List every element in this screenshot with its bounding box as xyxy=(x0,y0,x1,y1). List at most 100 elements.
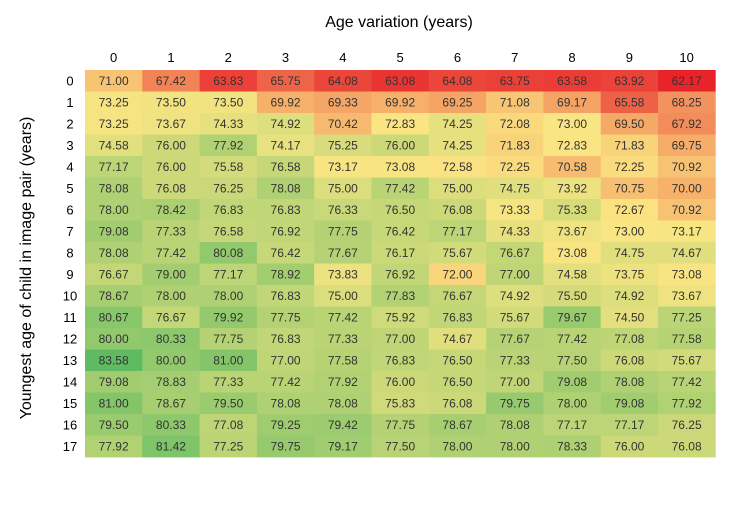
heatmap-cell xyxy=(85,349,143,372)
heatmap-cell-label: 80.33 xyxy=(156,418,186,432)
heatmap-cell xyxy=(199,70,258,92)
heatmap-cell-label: 76.83 xyxy=(213,203,243,217)
heatmap-cell-label: 69.75 xyxy=(672,138,702,152)
heatmap-cell-label: 79.17 xyxy=(328,439,358,453)
y-tick-label: 5 xyxy=(66,181,73,196)
heatmap-cell xyxy=(658,199,716,221)
heatmap-cell xyxy=(543,349,602,372)
heatmap-cell-label: 75.00 xyxy=(328,289,358,303)
heatmap-cell-label: 77.42 xyxy=(328,310,358,324)
heatmap-cell-label: 76.92 xyxy=(385,267,415,281)
heatmap-cell xyxy=(85,392,143,415)
heatmap-cell xyxy=(486,392,544,415)
heatmap-cell xyxy=(543,220,602,243)
x-tick-label: 6 xyxy=(454,50,461,65)
heatmap-cell xyxy=(428,306,487,329)
heatmap-cell xyxy=(199,371,258,393)
heatmap-cell-label: 81.42 xyxy=(156,439,186,453)
heatmap-cell-label: 76.67 xyxy=(442,289,472,303)
heatmap-cell-label: 78.08 xyxy=(328,396,358,410)
heatmap-cell xyxy=(658,328,716,350)
heatmap-cell-label: 77.00 xyxy=(500,267,530,281)
heatmap-cell xyxy=(600,306,659,329)
heatmap-cell xyxy=(256,285,315,307)
y-tick-label: 10 xyxy=(63,288,77,303)
heatmap-cell-label: 79.00 xyxy=(156,267,186,281)
heatmap-cell-label: 73.75 xyxy=(614,267,644,281)
heatmap-cell-label: 76.25 xyxy=(213,181,243,195)
heatmap-cell xyxy=(256,113,315,135)
heatmap-cell-label: 77.67 xyxy=(328,246,358,260)
heatmap-cell-label: 63.75 xyxy=(500,74,530,88)
heatmap-cell xyxy=(428,435,487,458)
heatmap-cell xyxy=(371,70,430,92)
heatmap-cell-label: 76.08 xyxy=(442,396,472,410)
heatmap-cell xyxy=(600,242,659,264)
heatmap-cell-label: 78.33 xyxy=(557,439,587,453)
x-tick-label: 4 xyxy=(339,50,346,65)
heatmap-cell xyxy=(142,134,200,157)
heatmap-cell-label: 76.83 xyxy=(385,353,415,367)
heatmap-cell xyxy=(371,220,430,243)
heatmap-cell xyxy=(486,263,544,286)
heatmap-cell xyxy=(371,177,430,200)
heatmap-cell-label: 81.00 xyxy=(99,396,129,410)
heatmap-cell xyxy=(600,199,659,221)
y-axis-label: Youngest age of child in image pair (yea… xyxy=(18,117,35,420)
heatmap-cell xyxy=(85,91,143,114)
heatmap-cell-label: 74.58 xyxy=(99,138,129,152)
heatmap-cell-label: 72.83 xyxy=(385,117,415,131)
heatmap-cell xyxy=(658,392,716,415)
heatmap-cell-label: 63.92 xyxy=(614,74,644,88)
heatmap-cell xyxy=(199,392,258,415)
heatmap-cell xyxy=(85,414,143,436)
heatmap-cell xyxy=(658,435,716,458)
heatmap-cell-label: 75.33 xyxy=(557,203,587,217)
heatmap-cell xyxy=(142,263,200,286)
heatmap-cell-label: 74.50 xyxy=(614,310,644,324)
heatmap-cell xyxy=(543,371,602,393)
heatmap-cell-label: 68.25 xyxy=(672,95,702,109)
heatmap-cell xyxy=(486,156,544,178)
heatmap-cell xyxy=(142,285,200,307)
heatmap-cell-label: 77.08 xyxy=(614,332,644,346)
heatmap-cell-label: 70.00 xyxy=(672,181,702,195)
heatmap-cell xyxy=(142,91,200,114)
heatmap-cell xyxy=(314,328,372,350)
heatmap-cell-label: 71.83 xyxy=(614,138,644,152)
heatmap-cell-label: 78.08 xyxy=(99,246,129,260)
heatmap-cell-label: 79.08 xyxy=(99,224,129,238)
heatmap-cell-label: 75.00 xyxy=(328,181,358,195)
y-tick-label: 9 xyxy=(66,267,73,282)
heatmap-cell xyxy=(85,263,143,286)
heatmap-cell xyxy=(85,199,143,221)
heatmap-cell-label: 77.08 xyxy=(213,418,243,432)
heatmap-cell-label: 74.67 xyxy=(672,246,702,260)
heatmap-cell xyxy=(371,242,430,264)
x-tick-label: 10 xyxy=(679,50,693,65)
heatmap-cell xyxy=(600,91,659,114)
heatmap-cell-label: 76.50 xyxy=(385,203,415,217)
heatmap-cell-label: 76.00 xyxy=(614,439,644,453)
heatmap-cell xyxy=(371,285,430,307)
heatmap-cell-label: 80.00 xyxy=(99,332,129,346)
heatmap-cell-label: 78.83 xyxy=(156,375,186,389)
heatmap-cell-label: 77.00 xyxy=(385,332,415,346)
heatmap-cell xyxy=(543,91,602,114)
heatmap-cell xyxy=(256,91,315,114)
heatmap-cell xyxy=(486,91,544,114)
y-tick-label: 7 xyxy=(66,224,73,239)
heatmap-cell-label: 70.92 xyxy=(672,160,702,174)
heatmap-cell xyxy=(543,285,602,307)
heatmap-cell xyxy=(85,371,143,393)
heatmap-cell xyxy=(543,263,602,286)
heatmap-cell-label: 80.67 xyxy=(99,310,129,324)
heatmap-cell-label: 74.92 xyxy=(614,289,644,303)
heatmap-cell-label: 78.00 xyxy=(99,203,129,217)
heatmap-cell-label: 75.92 xyxy=(385,310,415,324)
heatmap-cell-label: 72.67 xyxy=(614,203,644,217)
heatmap-cell xyxy=(658,306,716,329)
heatmap-cell-label: 76.42 xyxy=(385,224,415,238)
heatmap-cell xyxy=(543,392,602,415)
